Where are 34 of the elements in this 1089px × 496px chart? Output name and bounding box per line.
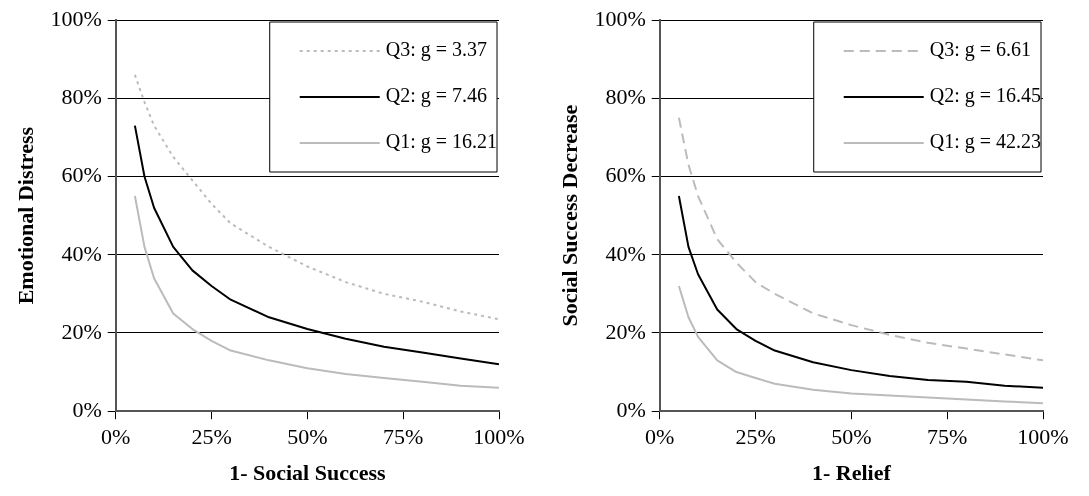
y-tick-label: 0% xyxy=(616,396,646,422)
x-tick-label: 75% xyxy=(383,424,424,450)
y-tick-label: 20% xyxy=(61,318,102,344)
legend-label: Q3: g = 6.61 xyxy=(929,38,1031,62)
x-tick-label: 100% xyxy=(473,424,525,450)
line-series xyxy=(133,73,499,321)
x-tick-label: 50% xyxy=(831,424,872,450)
y-axis-title: Social Success Decrease xyxy=(556,104,582,327)
y-tick-label: 40% xyxy=(61,240,102,266)
x-tick-label: 75% xyxy=(927,424,968,450)
line-series xyxy=(677,116,1043,362)
y-axis-title: Emotional Distress xyxy=(12,126,38,305)
legend-label: Q1: g = 16.21 xyxy=(385,130,497,154)
y-tick-label: 60% xyxy=(605,162,646,188)
x-tick-label: 0% xyxy=(645,424,675,450)
y-tick-label: 80% xyxy=(605,84,646,110)
x-tick-label: 50% xyxy=(287,424,328,450)
y-tick-label: 100% xyxy=(50,5,102,31)
x-tick-label: 0% xyxy=(101,424,131,450)
y-tick-label: 60% xyxy=(61,162,102,188)
legend-label: Q3: g = 3.37 xyxy=(385,38,487,62)
x-axis-title: 1- Social Success xyxy=(229,460,387,486)
x-tick-label: 25% xyxy=(191,424,232,450)
legend-label: Q2: g = 16.45 xyxy=(929,84,1041,108)
y-tick-label: 100% xyxy=(594,5,646,31)
y-tick-label: 40% xyxy=(605,240,646,266)
x-tick-label: 25% xyxy=(735,424,776,450)
legend-label: Q1: g = 42.23 xyxy=(929,130,1041,154)
x-axis-title: 1- Relief xyxy=(811,460,892,486)
y-tick-label: 0% xyxy=(72,396,102,422)
legend-label: Q2: g = 7.46 xyxy=(385,84,487,108)
y-tick-label: 80% xyxy=(61,84,102,110)
x-tick-label: 100% xyxy=(1017,424,1069,450)
y-tick-label: 20% xyxy=(605,318,646,344)
